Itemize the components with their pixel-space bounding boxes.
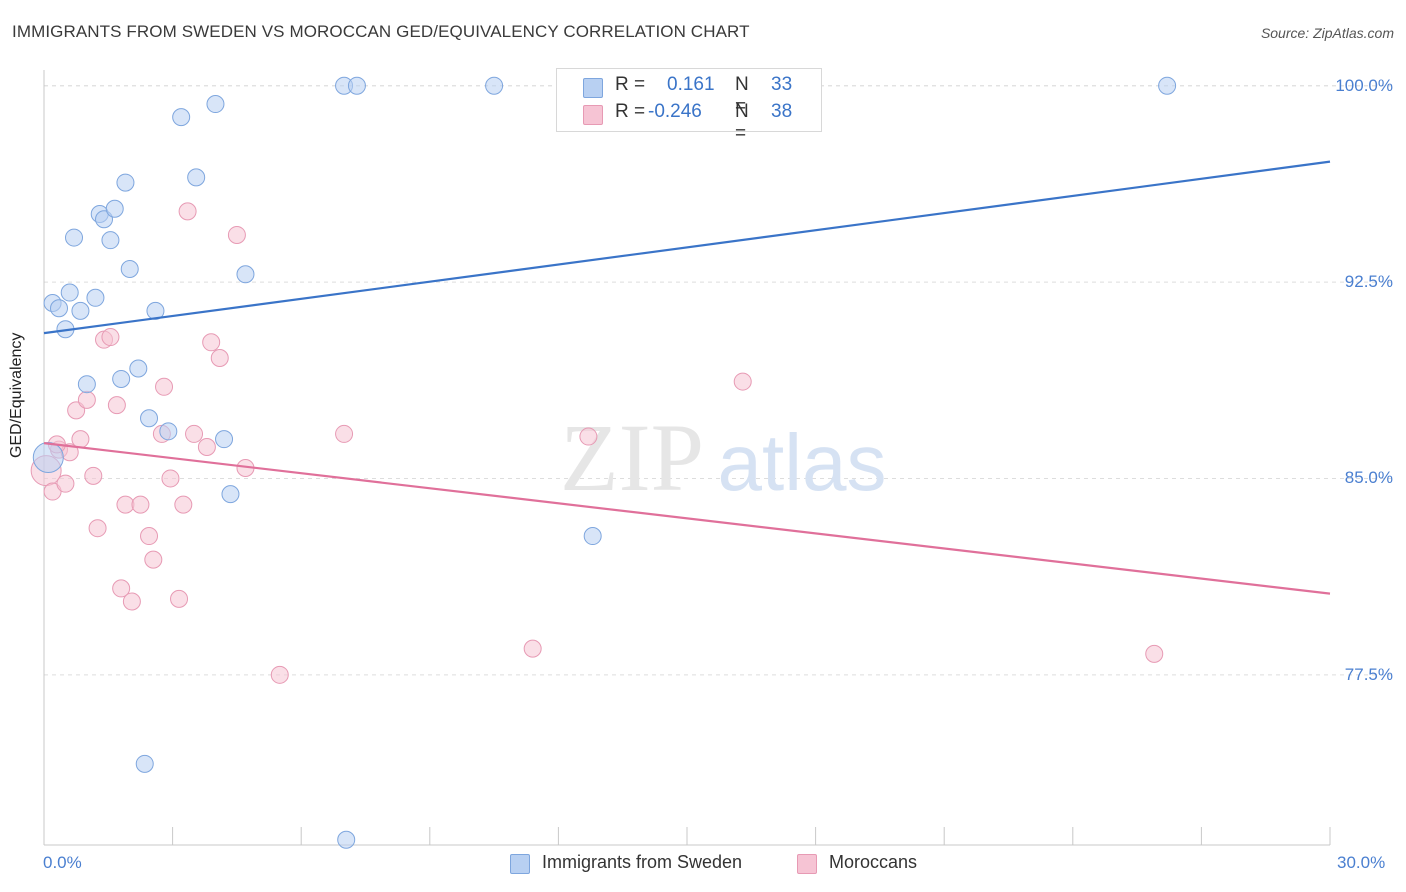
legend-swatch-pink xyxy=(583,105,603,125)
y-axis-label: GED/Equivalency xyxy=(8,332,25,458)
x-tick-label-max: 30.0% xyxy=(1337,853,1386,872)
data-point xyxy=(32,442,64,473)
data-point xyxy=(583,527,602,546)
bottom-legend-label-sweden: Immigrants from Sweden xyxy=(542,852,743,872)
data-point xyxy=(236,265,255,284)
legend-n-label: N = xyxy=(735,74,749,117)
data-point xyxy=(215,430,234,449)
data-point xyxy=(135,754,154,773)
y-tick-label: 92.5% xyxy=(1344,272,1393,292)
data-point xyxy=(116,173,135,192)
data-point xyxy=(1145,644,1164,663)
bottom-legend-label-moroccans: Moroccans xyxy=(829,852,918,872)
data-point xyxy=(210,349,229,368)
data-point xyxy=(116,495,135,514)
data-point xyxy=(112,579,131,598)
data-point xyxy=(337,830,356,849)
y-tick-label: 77.5% xyxy=(1344,664,1393,684)
data-point xyxy=(170,589,189,608)
data-point xyxy=(579,427,598,446)
data-point xyxy=(523,639,542,658)
data-point xyxy=(120,259,139,278)
data-point xyxy=(107,396,126,415)
data-point xyxy=(227,225,246,244)
data-point xyxy=(60,283,79,302)
data-point xyxy=(347,76,366,95)
data-point xyxy=(197,438,216,457)
data-point xyxy=(77,390,96,409)
data-point xyxy=(77,375,96,394)
data-point xyxy=(172,108,191,127)
data-point xyxy=(131,495,150,514)
data-point xyxy=(56,474,75,493)
data-point xyxy=(221,485,240,504)
bottom-legend-swatch-blue xyxy=(510,854,530,874)
data-point xyxy=(335,424,354,443)
grid-lines xyxy=(44,85,1392,676)
chart-source: Source: ZipAtlas.com xyxy=(1260,25,1394,41)
data-point xyxy=(71,430,90,449)
trend-line xyxy=(43,442,1331,595)
data-point xyxy=(129,359,148,378)
sweden-points xyxy=(32,76,1177,849)
data-point xyxy=(178,202,197,221)
data-point xyxy=(140,409,159,428)
legend-r-label: R = xyxy=(615,101,646,122)
data-point xyxy=(270,665,289,684)
legend-n-label: N = xyxy=(735,101,749,144)
data-point xyxy=(86,288,105,307)
data-point xyxy=(1158,76,1177,95)
data-point xyxy=(84,466,103,485)
data-point xyxy=(144,550,163,569)
data-point xyxy=(105,199,124,218)
y-tick-label: 85.0% xyxy=(1344,468,1393,488)
legend-n-value: 33 xyxy=(771,74,793,95)
data-point xyxy=(155,377,174,396)
data-point xyxy=(161,469,180,488)
watermark-atlas: atlas xyxy=(718,418,887,507)
data-point xyxy=(50,299,69,318)
data-point xyxy=(122,592,141,611)
trend-line xyxy=(43,160,1331,335)
watermark-zip: ZIP xyxy=(560,404,704,511)
data-point xyxy=(187,168,206,187)
data-point xyxy=(159,422,178,441)
legend-r-label: R = xyxy=(615,74,646,95)
legend-swatch-blue xyxy=(583,78,603,98)
trend-lines xyxy=(43,160,1331,595)
stats-legend: R = 0.161 N = 33 R = -0.246 N = 38 xyxy=(556,68,822,144)
data-point xyxy=(88,519,107,538)
data-point xyxy=(65,228,84,247)
watermark: ZIP atlas xyxy=(560,404,886,511)
data-point xyxy=(101,328,120,347)
data-point xyxy=(71,301,90,320)
x-tick-label-min: 0.0% xyxy=(43,853,82,872)
legend-n-value: 38 xyxy=(771,101,793,122)
data-point xyxy=(112,369,131,388)
data-point xyxy=(206,95,225,114)
data-point xyxy=(202,333,221,352)
chart-title: IMMIGRANTS FROM SWEDEN VS MOROCCAN GED/E… xyxy=(12,22,750,41)
legend-r-value: 0.161 xyxy=(667,74,715,95)
data-point xyxy=(140,527,159,546)
data-point xyxy=(101,231,120,250)
data-point xyxy=(174,495,193,514)
y-tick-label: 100.0% xyxy=(1335,75,1393,95)
data-point xyxy=(485,76,504,95)
data-point xyxy=(185,424,204,443)
legend-r-value: -0.246 xyxy=(648,101,702,122)
data-point xyxy=(733,372,752,391)
bottom-legend-swatch-pink xyxy=(797,854,817,874)
